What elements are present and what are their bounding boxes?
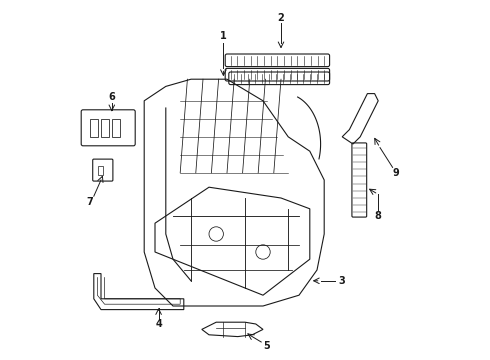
Text: 9: 9: [393, 168, 399, 178]
Text: 6: 6: [108, 92, 115, 102]
Bar: [98, 166, 103, 175]
Text: 1: 1: [220, 31, 227, 41]
Bar: [90, 119, 98, 137]
Text: 5: 5: [263, 341, 270, 351]
Text: 8: 8: [375, 211, 382, 221]
Text: 3: 3: [339, 276, 345, 286]
Bar: [112, 119, 120, 137]
Bar: [101, 119, 109, 137]
Text: 2: 2: [278, 13, 284, 23]
Text: 4: 4: [155, 319, 162, 329]
Text: 7: 7: [87, 197, 94, 207]
